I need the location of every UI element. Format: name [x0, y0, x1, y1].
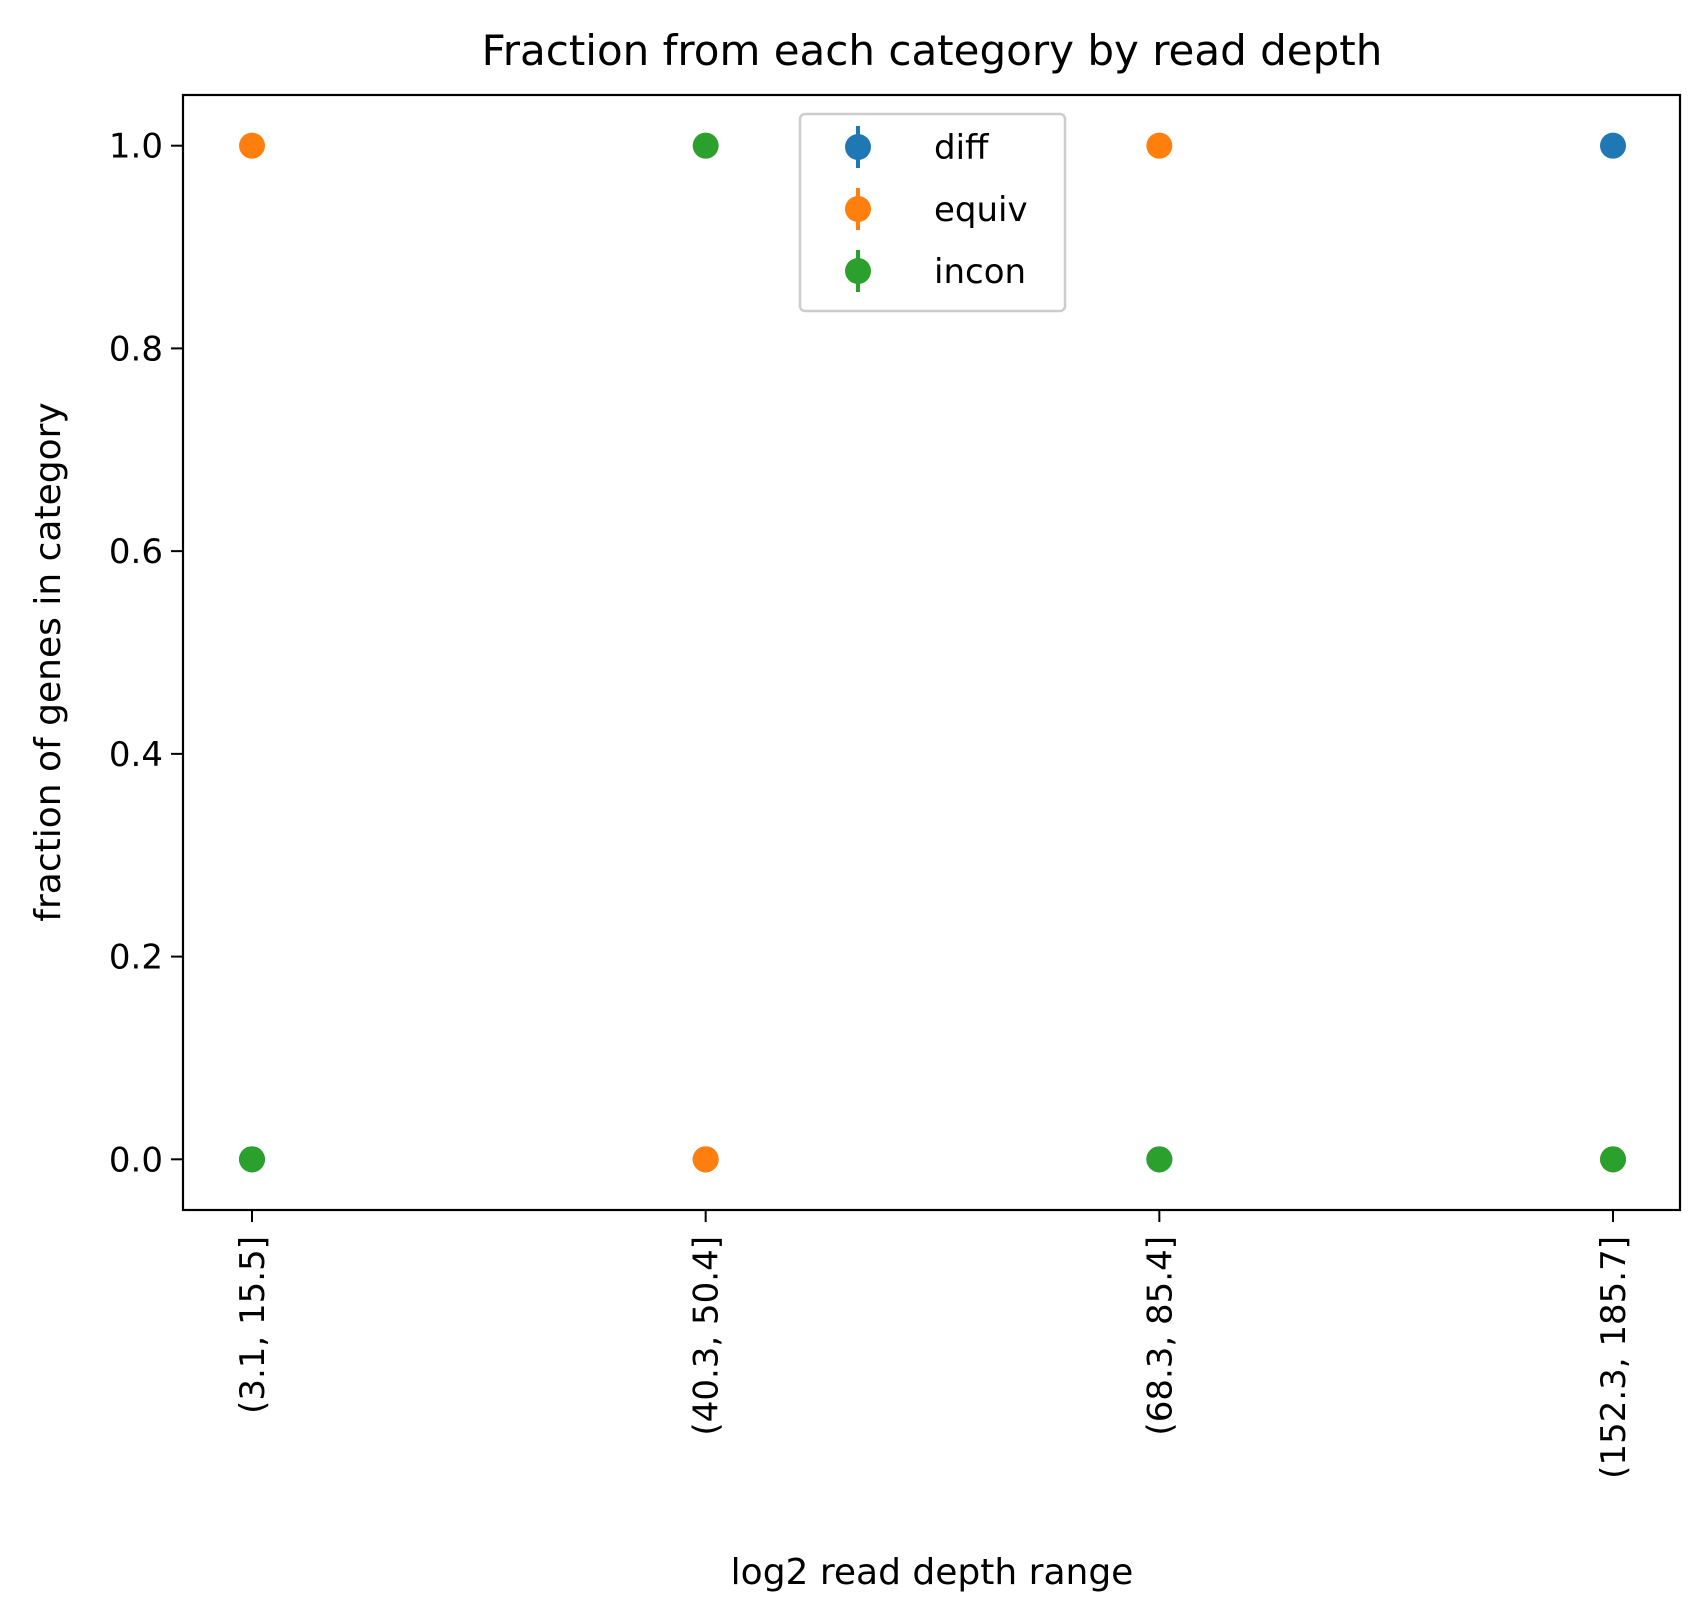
data-point [239, 1146, 265, 1173]
legend-item-equiv: equiv [845, 188, 1028, 230]
legend-label: incon [934, 252, 1026, 292]
data-point [692, 1146, 719, 1173]
data-point [1146, 1146, 1173, 1173]
plot-area [239, 132, 1626, 1173]
x-tick-label: (68.3, 85.4] [1140, 1236, 1180, 1436]
legend-label: equiv [934, 190, 1028, 230]
series-incon [239, 132, 1626, 1173]
y-tick-label: 0.2 [109, 938, 163, 978]
x-axis-label: log2 read depth range [731, 1552, 1134, 1593]
data-point [1600, 132, 1626, 159]
x-tick-label: (3.1, 15.5] [233, 1236, 273, 1414]
y-tick-label: 0.0 [109, 1140, 163, 1180]
legend-marker [845, 196, 871, 222]
y-axis-label: fraction of genes in category [28, 402, 69, 921]
y-tick-label: 0.8 [109, 329, 163, 369]
legend-item-incon: incon [845, 250, 1026, 292]
data-point [239, 132, 265, 159]
y-tick-label: 0.6 [109, 532, 163, 572]
legend-item-diff: diff [845, 126, 990, 168]
data-point [1146, 132, 1173, 159]
legend-label: diff [934, 128, 990, 168]
legend: diff equiv incon [798, 112, 1067, 313]
data-point [1600, 1146, 1626, 1173]
x-tick-label: (40.3, 50.4] [687, 1236, 727, 1436]
x-axis: (3.1, 15.5] (40.3, 50.4] (68.3, 85.4] (152.… [233, 1210, 1634, 1479]
chart-title: Fraction from each category by read dept… [482, 26, 1383, 75]
legend-marker [845, 134, 871, 160]
data-point [692, 132, 719, 159]
y-axis: 0.0 0.2 0.4 0.6 0.8 1.0 [109, 127, 183, 1180]
y-tick-label: 0.4 [109, 735, 163, 775]
plot-frame [181, 93, 1682, 1212]
y-tick-label: 1.0 [109, 127, 163, 167]
x-tick-label: (152.3, 185.7] [1594, 1236, 1634, 1479]
legend-marker [845, 258, 871, 284]
